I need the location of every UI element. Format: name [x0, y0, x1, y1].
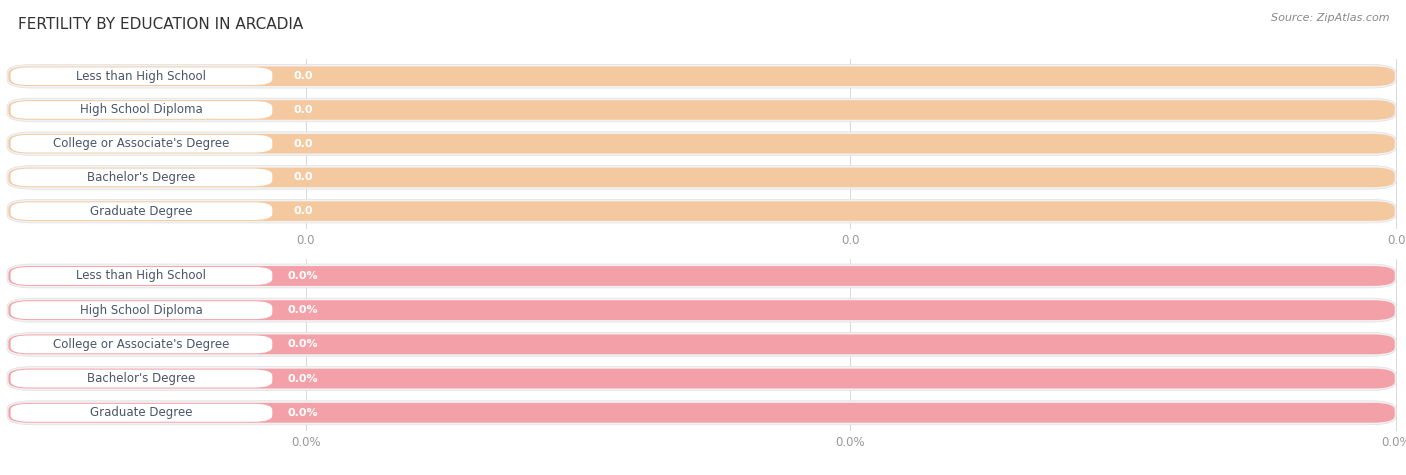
Text: 0.0: 0.0	[294, 105, 314, 115]
FancyBboxPatch shape	[11, 267, 273, 285]
Text: Graduate Degree: Graduate Degree	[90, 406, 193, 419]
FancyBboxPatch shape	[11, 370, 273, 388]
Text: Less than High School: Less than High School	[76, 70, 207, 83]
FancyBboxPatch shape	[11, 169, 273, 186]
FancyBboxPatch shape	[8, 300, 1395, 320]
Text: High School Diploma: High School Diploma	[80, 104, 202, 116]
Text: 0.0: 0.0	[294, 172, 314, 182]
FancyBboxPatch shape	[8, 168, 1395, 187]
FancyBboxPatch shape	[8, 334, 1395, 354]
Text: 0.0%: 0.0%	[291, 436, 321, 448]
FancyBboxPatch shape	[7, 98, 1396, 122]
FancyBboxPatch shape	[11, 335, 273, 353]
Text: 0.0%: 0.0%	[1381, 436, 1406, 448]
Text: Source: ZipAtlas.com: Source: ZipAtlas.com	[1271, 13, 1389, 23]
Text: 0.0: 0.0	[294, 71, 314, 81]
FancyBboxPatch shape	[8, 369, 1395, 389]
FancyBboxPatch shape	[7, 264, 1396, 288]
FancyBboxPatch shape	[8, 403, 1395, 423]
FancyBboxPatch shape	[11, 135, 273, 152]
Text: 0.0%: 0.0%	[288, 373, 319, 384]
FancyBboxPatch shape	[8, 134, 1395, 153]
Text: Graduate Degree: Graduate Degree	[90, 205, 193, 218]
Text: FERTILITY BY EDUCATION IN ARCADIA: FERTILITY BY EDUCATION IN ARCADIA	[18, 17, 304, 32]
FancyBboxPatch shape	[8, 100, 1395, 120]
Text: 0.0: 0.0	[841, 234, 859, 247]
Text: High School Diploma: High School Diploma	[80, 304, 202, 317]
Text: 0.0: 0.0	[1386, 234, 1406, 247]
Text: Less than High School: Less than High School	[76, 269, 207, 283]
FancyBboxPatch shape	[11, 101, 273, 119]
FancyBboxPatch shape	[11, 202, 273, 220]
Text: 0.0%: 0.0%	[288, 339, 319, 350]
FancyBboxPatch shape	[7, 200, 1396, 223]
FancyBboxPatch shape	[7, 332, 1396, 356]
FancyBboxPatch shape	[11, 67, 273, 85]
Text: 0.0: 0.0	[294, 206, 314, 216]
FancyBboxPatch shape	[8, 201, 1395, 221]
Text: 0.0: 0.0	[297, 234, 315, 247]
FancyBboxPatch shape	[8, 266, 1395, 286]
Text: 0.0%: 0.0%	[288, 408, 319, 418]
Text: College or Associate's Degree: College or Associate's Degree	[53, 137, 229, 150]
Text: 0.0%: 0.0%	[288, 305, 319, 315]
Text: Bachelor's Degree: Bachelor's Degree	[87, 372, 195, 385]
Text: 0.0%: 0.0%	[288, 271, 319, 281]
Text: Bachelor's Degree: Bachelor's Degree	[87, 171, 195, 184]
FancyBboxPatch shape	[8, 66, 1395, 86]
FancyBboxPatch shape	[7, 65, 1396, 88]
FancyBboxPatch shape	[11, 301, 273, 319]
FancyBboxPatch shape	[7, 401, 1396, 425]
FancyBboxPatch shape	[7, 298, 1396, 322]
FancyBboxPatch shape	[7, 166, 1396, 189]
FancyBboxPatch shape	[7, 132, 1396, 155]
Text: 0.0%: 0.0%	[835, 436, 865, 448]
FancyBboxPatch shape	[7, 367, 1396, 390]
Text: 0.0: 0.0	[294, 139, 314, 149]
Text: College or Associate's Degree: College or Associate's Degree	[53, 338, 229, 351]
FancyBboxPatch shape	[11, 404, 273, 422]
